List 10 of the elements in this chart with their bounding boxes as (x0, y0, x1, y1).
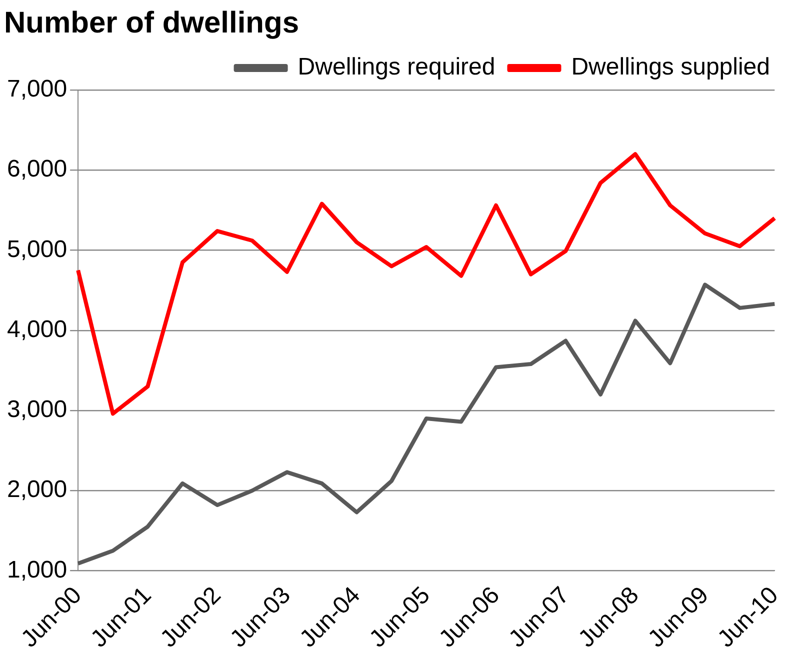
legend-label: Dwellings required (298, 54, 496, 81)
y-tick-label: 7,000 (6, 76, 68, 103)
y-tick-label: 2,000 (6, 476, 68, 504)
y-tick-label: 1,000 (6, 556, 68, 584)
legend-label: Dwellings supplied (571, 54, 770, 81)
y-tick-label: 6,000 (6, 156, 68, 183)
y-tick-label: 5,000 (6, 236, 68, 263)
y-axis-title: Number of dwellings (4, 6, 300, 40)
y-tick-label: 4,000 (6, 316, 68, 343)
y-tick-label: 3,000 (6, 396, 68, 424)
